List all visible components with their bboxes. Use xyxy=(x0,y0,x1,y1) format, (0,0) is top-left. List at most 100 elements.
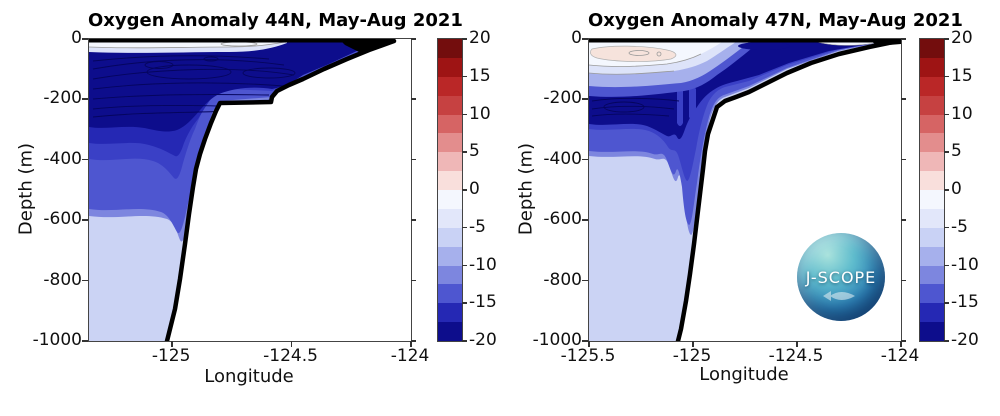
y-tick-mark-right xyxy=(901,158,906,161)
colorbar-tick-label: 0 xyxy=(951,179,962,199)
y-tick-mark xyxy=(82,340,88,342)
colorbar-tick-mark xyxy=(462,38,467,40)
y-tick-mark xyxy=(82,219,88,221)
y-tick-mark xyxy=(582,279,588,282)
contour-loop xyxy=(603,101,645,113)
axis-label-longitude-44n: Longitude xyxy=(204,366,294,387)
colorbar-tick-mark xyxy=(944,302,949,304)
colorbar-tick-label: 20 xyxy=(951,28,973,48)
y-tick-label: -200 xyxy=(543,88,582,109)
colorbar-tick-label: 10 xyxy=(469,103,491,124)
colorbar-tick-mark xyxy=(462,302,467,304)
y-tick-label: -600 xyxy=(543,209,582,230)
y-tick-label: -400 xyxy=(543,148,582,169)
positive-anomaly-lens xyxy=(590,45,677,62)
x-tick-label: -125 xyxy=(151,346,191,366)
colorbar-segment xyxy=(920,227,944,247)
colorbar-segment xyxy=(920,152,944,172)
y-tick-mark-right xyxy=(901,219,906,221)
y-tick-mark-right xyxy=(411,219,416,221)
colorbar-tick-label: -20 xyxy=(469,330,497,350)
x-tick-mark xyxy=(290,341,293,347)
y-tick-mark-right xyxy=(901,38,906,40)
colorbar-segment xyxy=(920,76,944,96)
contour-loop xyxy=(242,67,296,79)
colorbar-segment xyxy=(438,284,462,304)
contour-line xyxy=(92,55,270,62)
colorbar-segment xyxy=(438,303,462,323)
colorbar-segment xyxy=(920,284,944,304)
y-tick-mark-right xyxy=(901,98,906,100)
x-tick-label: -124 xyxy=(390,346,430,366)
y-tick-mark-right xyxy=(411,340,416,342)
y-tick-label: 0 xyxy=(571,28,582,48)
surface-line xyxy=(589,39,901,43)
contour-line xyxy=(591,97,680,102)
colorbar-tick-label: 5 xyxy=(469,141,480,162)
colorbar-segment xyxy=(920,265,944,285)
colorbar-segment xyxy=(438,114,462,134)
plot-title-44n: Oxygen Anomaly 44N, May-Aug 2021 xyxy=(88,10,463,31)
colorbar-tick-mark xyxy=(944,340,949,342)
y-tick-mark-right xyxy=(411,279,416,282)
navy-tongue xyxy=(689,86,696,120)
colorbar-segment xyxy=(920,95,944,115)
x-tick-label: -124 xyxy=(880,346,920,366)
x-tick-mark xyxy=(171,341,173,347)
x-tick-label: -125.5 xyxy=(560,346,616,366)
contour-line-grey xyxy=(589,70,675,75)
colorbar-tick-mark xyxy=(944,189,949,191)
y-tick-mark-right xyxy=(901,340,906,342)
contour-loop xyxy=(144,61,174,69)
zero-contour-line xyxy=(89,41,286,49)
y-tick-mark-right xyxy=(411,158,416,161)
colorbar-tick-label: -15 xyxy=(951,292,979,313)
colorbar-tick-label: 15 xyxy=(951,65,973,86)
x-tick-label: -124.5 xyxy=(263,346,318,366)
plot-44n xyxy=(88,38,412,342)
colorbar-segment xyxy=(438,227,462,247)
contour-line xyxy=(92,94,270,100)
colorbar-tick-label: -15 xyxy=(469,292,497,313)
x-tick-mark xyxy=(410,341,412,347)
colorbar-tick-label: 0 xyxy=(469,179,480,199)
colorbar-segment xyxy=(438,322,462,341)
y-tick-label: -400 xyxy=(43,148,82,169)
colorbar-tick-mark xyxy=(944,113,949,115)
colorbar-segment xyxy=(920,39,944,58)
y-tick-mark xyxy=(82,279,88,282)
plot-title-47n: Oxygen Anomaly 47N, May-Aug 2021 xyxy=(588,10,963,31)
colorbar-tick-label: 5 xyxy=(951,141,962,162)
contour-loop xyxy=(628,50,650,56)
contour-line xyxy=(92,82,285,90)
x-tick-label: -125 xyxy=(672,346,712,366)
colorbar-segment xyxy=(920,303,944,323)
contour-field-44n xyxy=(89,39,397,341)
bathymetry-line xyxy=(675,39,901,341)
colorbar-tick-mark xyxy=(462,113,467,115)
jscope-logo-text: J-SCOPE xyxy=(805,267,877,287)
colorbar-tick-mark xyxy=(944,75,949,78)
surface-line xyxy=(89,39,394,43)
colorbar-tick-mark xyxy=(462,226,467,229)
y-tick-mark-right xyxy=(411,98,416,100)
colorbar-segment xyxy=(920,114,944,134)
colorbar-tick-mark xyxy=(944,151,949,153)
jscope-logo: J-SCOPE xyxy=(797,233,885,321)
colorbar-segment xyxy=(438,171,462,190)
x-tick-mark xyxy=(796,341,798,347)
colorbar-segment xyxy=(920,133,944,153)
colorbar-segment xyxy=(438,57,462,77)
colorbar-tick-label: -5 xyxy=(469,216,486,237)
y-tick-mark-right xyxy=(411,38,416,40)
colorbar-segment xyxy=(438,208,462,228)
y-tick-mark-right xyxy=(901,279,906,282)
colorbar-tick-mark xyxy=(944,38,949,40)
colorbar-tick-label: 15 xyxy=(469,65,491,86)
contour-loop xyxy=(656,51,662,57)
y-tick-label: -800 xyxy=(43,269,82,290)
contour-line xyxy=(591,105,675,110)
anomaly-band-navy xyxy=(89,41,394,132)
colorbar-segment xyxy=(920,57,944,77)
x-tick-mark xyxy=(900,341,902,347)
